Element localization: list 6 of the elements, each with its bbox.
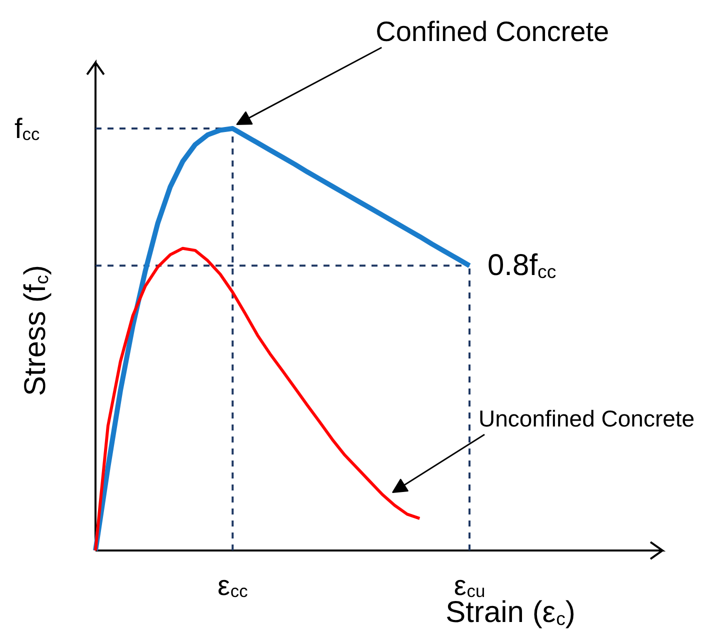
ref-line-label: fcc xyxy=(14,113,40,144)
text: Unconfined Concrete xyxy=(478,406,695,432)
x-tick-label: εcc xyxy=(218,570,248,602)
annotation: Confined Concrete xyxy=(376,16,610,47)
y-axis-title: Stress (fc) xyxy=(19,265,52,396)
annotation: 0.8fcc xyxy=(488,249,556,282)
